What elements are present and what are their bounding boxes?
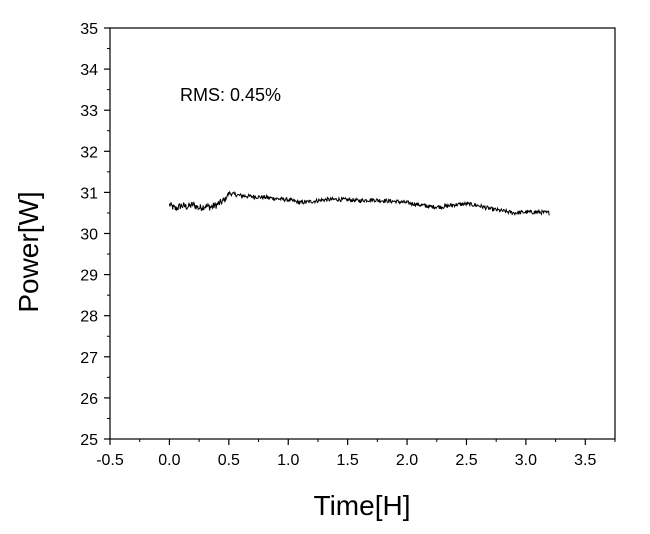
x-tick-label: 0.5 (218, 452, 240, 469)
y-tick-label: 31 (80, 185, 98, 202)
y-tick-label: 30 (80, 227, 98, 244)
x-axis-title: Time[H] (314, 490, 411, 521)
x-axis-ticks (109, 439, 616, 445)
x-axis-tick-labels: -0.5 0.0 0.5 1.0 1.5 2.0 2.5 3.0 3.5 (96, 452, 596, 469)
x-tick-label: -0.5 (96, 452, 124, 469)
y-tick-label: 25 (80, 432, 98, 449)
y-tick-label: 26 (80, 391, 98, 408)
series-layer (168, 190, 550, 217)
x-tick-label: 2.0 (396, 452, 418, 469)
y-tick-label: 34 (80, 62, 98, 79)
power-series-line (168, 190, 550, 217)
x-tick-label: 2.5 (455, 452, 477, 469)
y-tick-label: 35 (80, 21, 98, 38)
y-tick-label: 27 (80, 350, 98, 367)
y-tick-label: 32 (80, 144, 98, 161)
x-tick-label: 1.5 (337, 452, 359, 469)
y-tick-label: 29 (80, 268, 98, 285)
x-tick-label: 1.0 (277, 452, 299, 469)
x-tick-label: 0.0 (158, 452, 180, 469)
rms-annotation: RMS: 0.45% (180, 85, 281, 105)
y-axis-tick-labels: 25 26 27 28 29 30 31 32 33 34 35 (80, 21, 98, 449)
y-tick-label: 33 (80, 103, 98, 120)
x-tick-label: 3.0 (515, 452, 537, 469)
x-tick-label: 3.5 (574, 452, 596, 469)
y-axis-ticks (104, 27, 110, 440)
y-tick-label: 28 (80, 309, 98, 326)
y-axis-title: Power[W] (13, 191, 44, 312)
